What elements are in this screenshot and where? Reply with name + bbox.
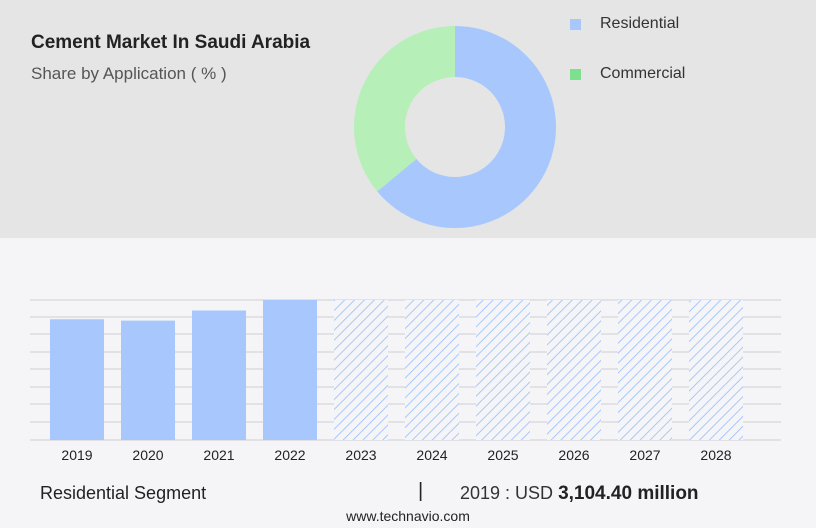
bar-2019 <box>50 319 104 440</box>
donut-slice-commercial <box>353 25 455 192</box>
bar-2023 <box>334 300 388 440</box>
bar-2021 <box>192 310 246 440</box>
footer-separator: | <box>418 480 424 502</box>
bar-2028 <box>689 300 743 440</box>
footer-value: 2019 : USD 3,104.40 million <box>460 483 699 505</box>
source-url: www.technavio.com <box>346 508 470 524</box>
bar-2024 <box>405 300 459 440</box>
bar-2020 <box>121 320 175 440</box>
legend-label-commercial: Commercial <box>600 65 686 82</box>
donut-chart <box>353 25 556 229</box>
x-tick-label-2028: 2028 <box>700 447 731 463</box>
bar-chart: 2019 2020 2021 2022 2023 2024 2025 2026 2027 2028 <box>30 299 781 463</box>
x-tick-label-2021: 2021 <box>203 447 234 463</box>
chart-title: Cement Market In Saudi Arabia <box>31 32 311 53</box>
legend-label-residential: Residential <box>600 15 680 32</box>
legend-swatch-commercial <box>570 68 581 80</box>
x-tick-label-2027: 2027 <box>629 447 660 463</box>
legend-item-commercial: Commercial <box>570 64 685 84</box>
x-tick-label-2022: 2022 <box>274 447 305 463</box>
x-tick-label-2025: 2025 <box>487 447 518 463</box>
bar-2025 <box>476 300 530 440</box>
bar-2026 <box>547 300 601 440</box>
legend-item-residential: Residential <box>570 14 679 34</box>
bar-2027 <box>618 300 672 440</box>
chart-subtitle: Share by Application ( % ) <box>31 64 227 83</box>
x-tick-label-2026: 2026 <box>558 447 589 463</box>
footer-value-amount: 3,104.40 million <box>558 483 699 504</box>
bar-2022 <box>263 300 317 440</box>
x-tick-label-2023: 2023 <box>345 447 376 463</box>
legend-swatch-residential <box>570 18 581 30</box>
x-tick-label-2020: 2020 <box>132 447 163 463</box>
footer-year-prefix: 2019 : USD <box>460 483 554 503</box>
donut-slice-residential <box>377 26 556 229</box>
footer-segment-label: Residential Segment <box>40 483 207 503</box>
x-tick-label-2019: 2019 <box>61 447 92 463</box>
x-tick-label-2024: 2024 <box>416 447 447 463</box>
